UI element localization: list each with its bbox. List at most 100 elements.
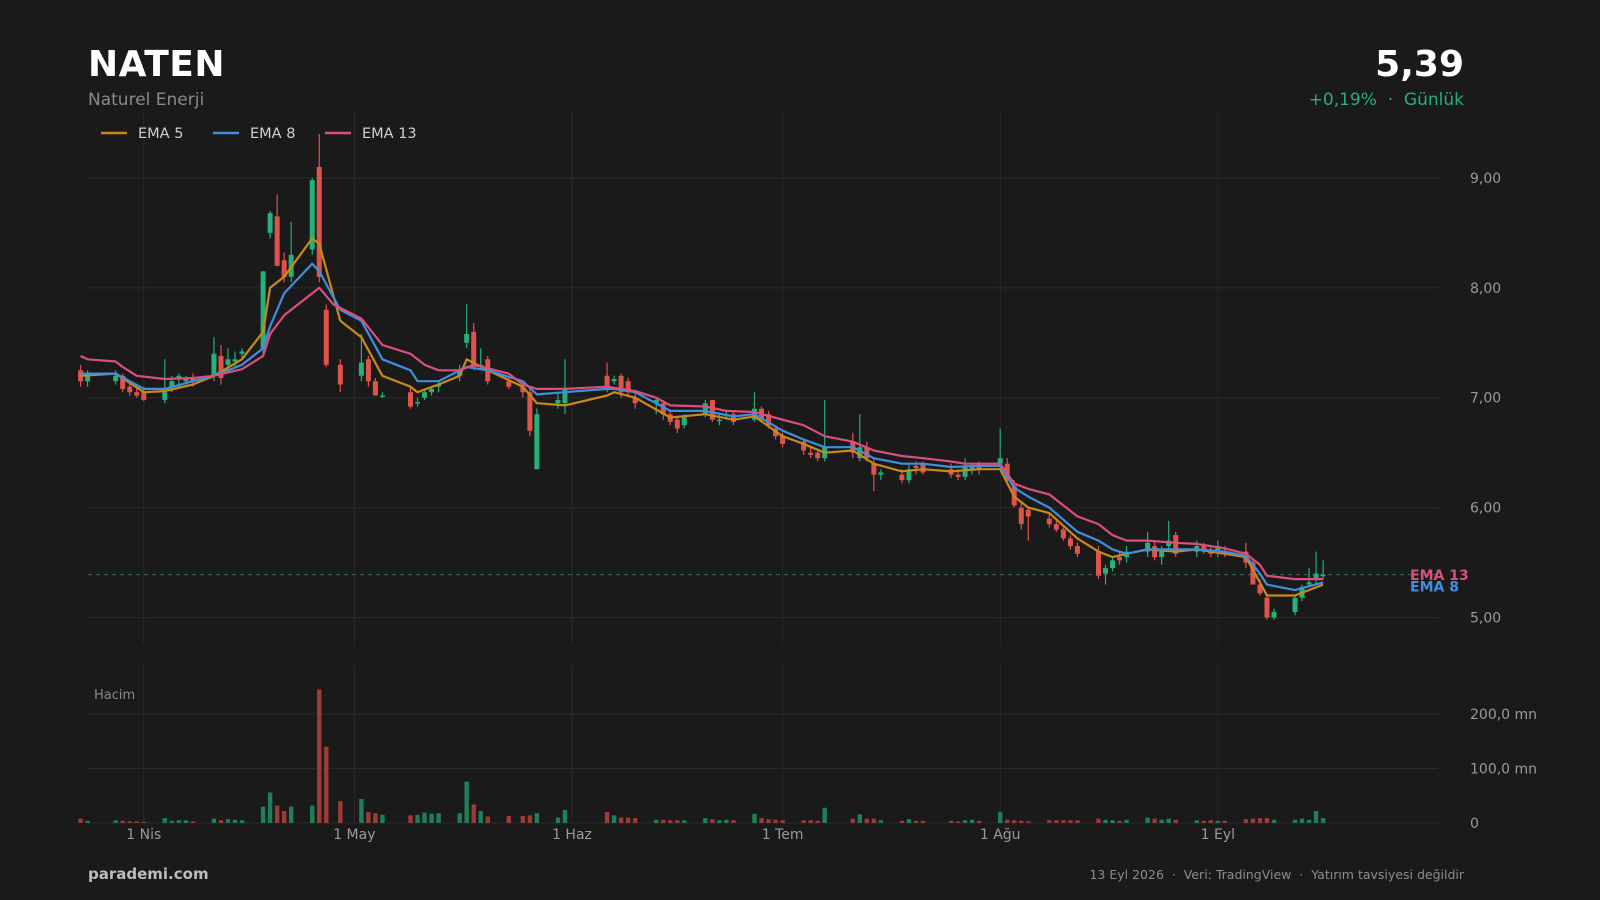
- volume-bar: [675, 820, 680, 823]
- volume-bar: [1243, 819, 1249, 823]
- volume-bar: [955, 821, 961, 823]
- candle-body: [1152, 546, 1158, 558]
- volume-bar: [555, 817, 561, 823]
- volume-bar: [562, 809, 568, 823]
- candle-body: [1110, 560, 1116, 569]
- candle-body: [1103, 568, 1108, 574]
- legend-item: EMA 5: [138, 126, 183, 142]
- volume-bar: [190, 821, 196, 823]
- volume-bar: [1047, 820, 1052, 823]
- volume-bar: [422, 812, 427, 823]
- volume-bar: [759, 818, 764, 823]
- volume-bar: [1096, 818, 1101, 823]
- x-tick-label: 1 Haz: [552, 827, 592, 843]
- volume-bar: [899, 820, 905, 823]
- volume-bar: [1068, 820, 1073, 823]
- volume-bar: [780, 820, 785, 823]
- volume-bar: [274, 805, 280, 823]
- volume-bar: [1103, 819, 1108, 823]
- candle-body: [1271, 612, 1277, 618]
- candle-body: [267, 213, 273, 233]
- volume-bar: [415, 814, 420, 823]
- volume-bar: [1271, 819, 1277, 823]
- volume-tick-label: 0: [1470, 816, 1479, 832]
- volume-bar: [134, 821, 139, 823]
- volume-bar: [668, 820, 673, 823]
- ema8-end-label: EMA 8: [1410, 579, 1459, 595]
- candle-body: [730, 414, 736, 422]
- candle-body: [1320, 574, 1326, 577]
- candle-body: [632, 397, 638, 404]
- candle-body: [681, 417, 687, 426]
- footer-brand[interactable]: parademi.com: [88, 865, 209, 883]
- candle-body: [562, 388, 568, 404]
- volume-bar: [1054, 820, 1059, 823]
- ema13-line: [80, 286, 1324, 581]
- volume-bar: [429, 813, 434, 823]
- volume-bar: [1201, 820, 1206, 823]
- volume-bar: [632, 818, 638, 823]
- volume-bar: [1320, 818, 1326, 823]
- candle-body: [997, 458, 1003, 464]
- candle-body: [618, 375, 624, 393]
- volume-bar: [710, 819, 715, 823]
- volume-tick-label: 100,0 mn: [1470, 762, 1537, 778]
- candle-body: [120, 375, 126, 389]
- volume-bar: [324, 746, 329, 823]
- candle-body: [906, 469, 912, 481]
- volume-bar: [380, 814, 385, 823]
- candle-body: [1159, 549, 1165, 558]
- candle-body: [555, 399, 561, 404]
- candle-body: [239, 351, 245, 354]
- candle-body: [134, 392, 140, 396]
- volume-bar: [1075, 820, 1080, 823]
- candle-body: [660, 403, 666, 415]
- volume-tick-label: 200,0 mn: [1470, 707, 1537, 723]
- candle-body: [358, 362, 364, 376]
- candle-body: [1264, 597, 1270, 618]
- candle-body: [365, 359, 371, 382]
- candle-body: [527, 392, 533, 431]
- volume-bar: [1264, 818, 1270, 823]
- volume-bar: [611, 815, 617, 823]
- x-tick-label: 1 Ağu: [980, 827, 1021, 843]
- candle-body: [611, 379, 617, 382]
- volume-bar: [232, 819, 238, 823]
- volume-bar: [661, 819, 666, 823]
- volume-bar: [113, 820, 118, 823]
- volume-bar: [948, 820, 954, 823]
- volume-bar: [1124, 819, 1129, 823]
- volume-bar: [1250, 818, 1256, 823]
- x-tick-label: 1 Tem: [762, 827, 804, 843]
- volume-bar: [1222, 820, 1228, 823]
- volume-bar: [962, 820, 968, 823]
- candle-body: [323, 309, 329, 365]
- candle-body: [1306, 582, 1312, 585]
- volume-bar: [239, 820, 245, 823]
- volume-bar: [338, 801, 343, 823]
- volume-bar: [260, 806, 266, 823]
- volume-bar: [717, 820, 722, 823]
- volume-bar: [225, 819, 231, 823]
- candle-body: [801, 441, 807, 451]
- candle-body: [372, 381, 378, 396]
- volume-bar: [654, 819, 659, 823]
- volume-bar: [1117, 820, 1122, 823]
- x-tick-label: 1 Eyl: [1201, 827, 1235, 843]
- candle-body: [871, 463, 877, 475]
- candle-body: [899, 474, 905, 481]
- candle-body: [225, 359, 231, 365]
- candle-body: [309, 180, 315, 250]
- candle-body: [1117, 557, 1123, 561]
- volume-bar: [752, 813, 757, 823]
- volume-bar: [527, 815, 533, 823]
- volume-bar: [815, 820, 820, 823]
- candle-body: [415, 402, 421, 404]
- volume-bar: [78, 818, 83, 823]
- candle-body: [422, 392, 428, 398]
- candle-body: [1215, 546, 1221, 552]
- candle-body: [464, 333, 470, 343]
- candle-body: [232, 359, 238, 362]
- volume-bar: [1173, 819, 1178, 823]
